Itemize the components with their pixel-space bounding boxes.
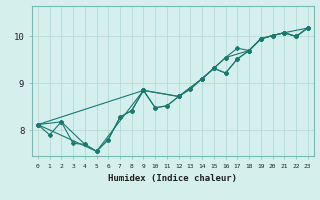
X-axis label: Humidex (Indice chaleur): Humidex (Indice chaleur) bbox=[108, 174, 237, 183]
